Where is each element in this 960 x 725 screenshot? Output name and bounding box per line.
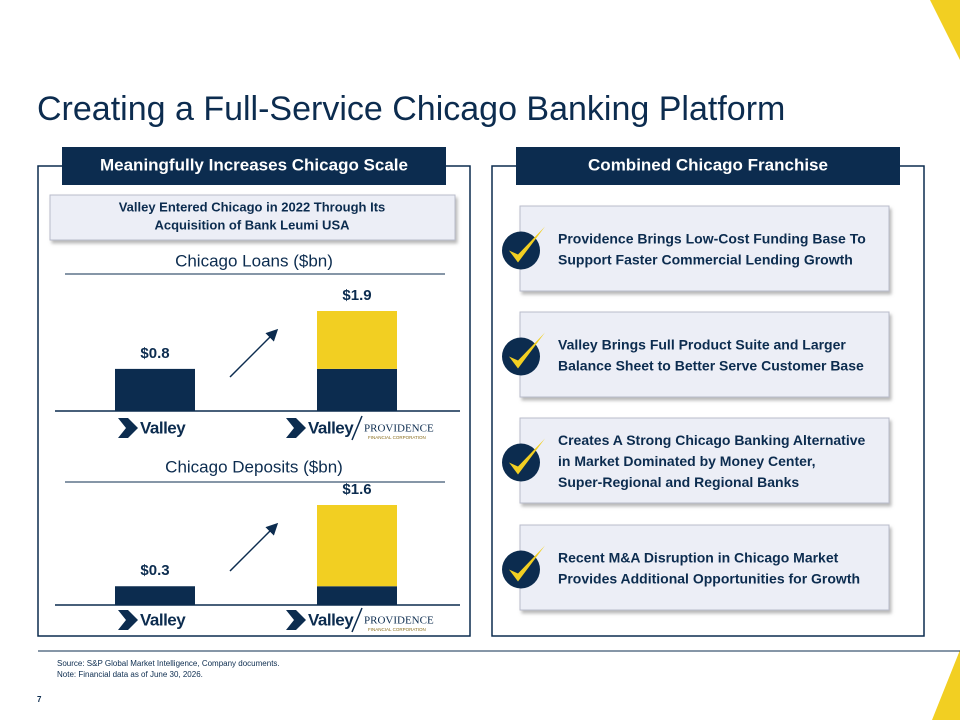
logo-divider xyxy=(351,607,363,633)
valley-logo-mark xyxy=(286,610,306,630)
note: Note: Financial data as of June 30, 2026… xyxy=(57,670,203,679)
value-label: $1.9 xyxy=(342,287,371,304)
value-label: $0.8 xyxy=(140,345,169,362)
left-heading-box xyxy=(62,147,446,185)
page-number: 7 xyxy=(37,695,42,704)
providence-logo-sub: FINANCIAL CORPORATION xyxy=(368,435,426,440)
value-label: $1.6 xyxy=(342,481,371,498)
bar-segment xyxy=(317,311,397,369)
check-circle xyxy=(502,550,540,589)
item-text: Support Faster Commercial Lending Growth xyxy=(558,252,853,268)
bar-segment xyxy=(115,586,195,605)
bar-segment xyxy=(317,505,397,587)
valley-logo-mark xyxy=(118,418,138,438)
growth-arrow xyxy=(229,328,279,378)
item-text: Valley Brings Full Product Suite and Lar… xyxy=(558,337,846,353)
check-circle xyxy=(502,337,540,376)
valley-logo-text: Valley xyxy=(140,610,186,629)
item-box xyxy=(519,205,890,292)
logo-divider xyxy=(351,415,363,441)
source: Source: S&P Global Market Intelligence, … xyxy=(57,659,280,668)
growth-arrow xyxy=(229,522,279,572)
valley-logo-text: Valley xyxy=(140,418,186,437)
item-text: Super-Regional and Regional Banks xyxy=(558,474,799,490)
item-text: Provides Additional Opportunities for Gr… xyxy=(558,571,860,587)
providence-logo-text: PROVIDENCE xyxy=(364,615,434,627)
item-text: Creates A Strong Chicago Banking Alterna… xyxy=(558,432,865,448)
valley-logo-text: Valley xyxy=(308,418,354,437)
check-circle xyxy=(502,443,540,482)
item-box xyxy=(519,524,890,611)
item-text: Providence Brings Low-Cost Funding Base … xyxy=(558,231,866,247)
providence-logo-text: PROVIDENCE xyxy=(364,423,434,435)
item-text: Balance Sheet to Better Serve Customer B… xyxy=(558,358,864,374)
slide-title: Creating a Full-Service Chicago Banking … xyxy=(37,90,785,128)
left-heading: Meaningfully Increases Chicago Scale xyxy=(100,155,408,174)
item-box xyxy=(519,417,890,504)
item-box xyxy=(519,311,890,398)
callout-line: Acquisition of Bank Leumi USA xyxy=(154,217,350,232)
check-circle xyxy=(502,231,540,270)
right-heading-box xyxy=(516,147,900,185)
valley-logo-mark xyxy=(118,610,138,630)
providence-logo-sub: FINANCIAL CORPORATION xyxy=(368,627,426,632)
item-text: Recent M&A Disruption in Chicago Market xyxy=(558,550,839,566)
item-text: in Market Dominated by Money Center, xyxy=(558,453,816,469)
bar-segment xyxy=(317,368,397,411)
callout-line: Valley Entered Chicago in 2022 Through I… xyxy=(119,199,386,214)
chart-title: Chicago Deposits ($bn) xyxy=(165,457,343,476)
accent-top xyxy=(930,0,960,60)
valley-logo-mark xyxy=(286,418,306,438)
right-heading: Combined Chicago Franchise xyxy=(588,155,828,174)
callout-box xyxy=(49,194,456,241)
accent-bottom xyxy=(932,650,960,720)
value-label: $0.3 xyxy=(140,562,169,579)
chart-title: Chicago Loans ($bn) xyxy=(175,251,333,270)
bar-segment xyxy=(115,368,195,411)
valley-logo-text: Valley xyxy=(308,610,354,629)
bar-segment xyxy=(317,586,397,605)
